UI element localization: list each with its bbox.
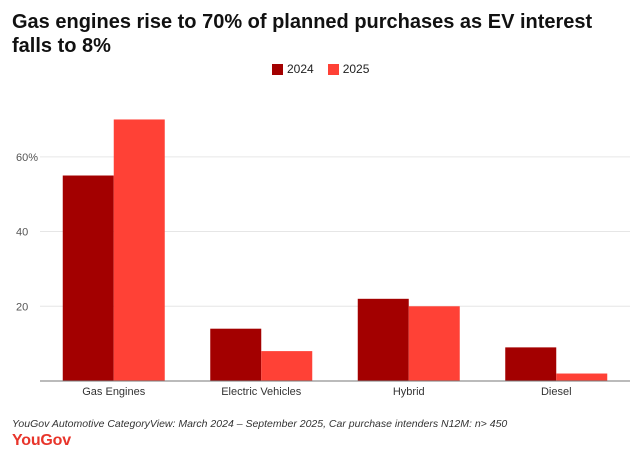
bar-electric-vehicles-2024 — [210, 328, 262, 381]
legend-label-2025: 2025 — [342, 62, 370, 76]
legend-label-2024: 2024 — [287, 62, 314, 76]
bar-hybrid-2024 — [357, 298, 409, 381]
chart-title: Gas engines rise to 70% of planned purch… — [12, 11, 593, 57]
bar-electric-vehicles-2025 — [261, 351, 313, 381]
bar-diesel-2025 — [556, 373, 608, 381]
source-note: YouGov Automotive CategoryView: March 20… — [12, 418, 508, 430]
bar-chart: 20 40 60% Gas Engines Electric Vehicles Hybri… — [16, 119, 630, 398]
legend-item-2025: 2025 — [327, 62, 370, 76]
bar-hybrid-2025 — [408, 306, 460, 381]
bar-gas-engines-2024 — [62, 175, 114, 381]
bar-gas-engines-2025 — [113, 119, 165, 381]
legend-swatch-2024 — [272, 63, 283, 75]
x-tick-label-diesel: Diesel — [541, 386, 572, 398]
legend-item-2024: 2024 — [272, 62, 314, 76]
x-tick-label-gas-engines: Gas Engines — [82, 386, 145, 398]
x-tick-label-electric-vehicles: Electric Vehicles — [221, 386, 302, 398]
yougov-logo: YouGov — [12, 432, 71, 449]
y-tick-label-40: 40 — [16, 227, 28, 239]
y-tick-label-20: 20 — [16, 301, 28, 313]
legend-swatch-2025 — [327, 63, 339, 75]
bar-diesel-2024 — [505, 347, 557, 381]
legend: 2024 2025 — [272, 62, 369, 76]
y-tick-label-60: 60% — [16, 152, 38, 164]
x-tick-label-hybrid: Hybrid — [393, 386, 425, 398]
